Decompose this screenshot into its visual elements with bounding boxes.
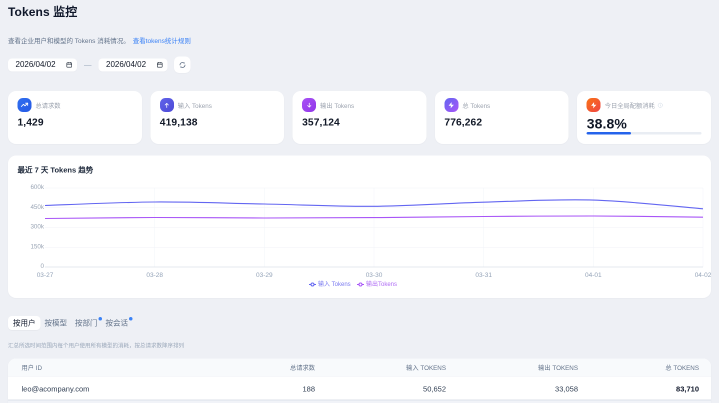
svg-text:03-31: 03-31 <box>475 272 492 279</box>
svg-text:300k: 300k <box>30 224 44 231</box>
svg-text:0: 0 <box>41 263 45 270</box>
svg-text:450k: 450k <box>30 204 44 211</box>
svg-text:04-01: 04-01 <box>585 272 602 279</box>
svg-text:03-27: 03-27 <box>37 272 54 279</box>
svg-text:600k: 600k <box>30 184 44 191</box>
svg-text:04-02: 04-02 <box>695 272 711 279</box>
svg-text:输入 Tokens: 输入 Tokens <box>318 280 351 288</box>
svg-text:03-30: 03-30 <box>366 272 383 279</box>
svg-text:150k: 150k <box>30 243 44 250</box>
svg-text:03-29: 03-29 <box>256 272 273 279</box>
svg-text:输出Tokens: 输出Tokens <box>366 280 397 288</box>
svg-text:03-28: 03-28 <box>146 272 163 279</box>
